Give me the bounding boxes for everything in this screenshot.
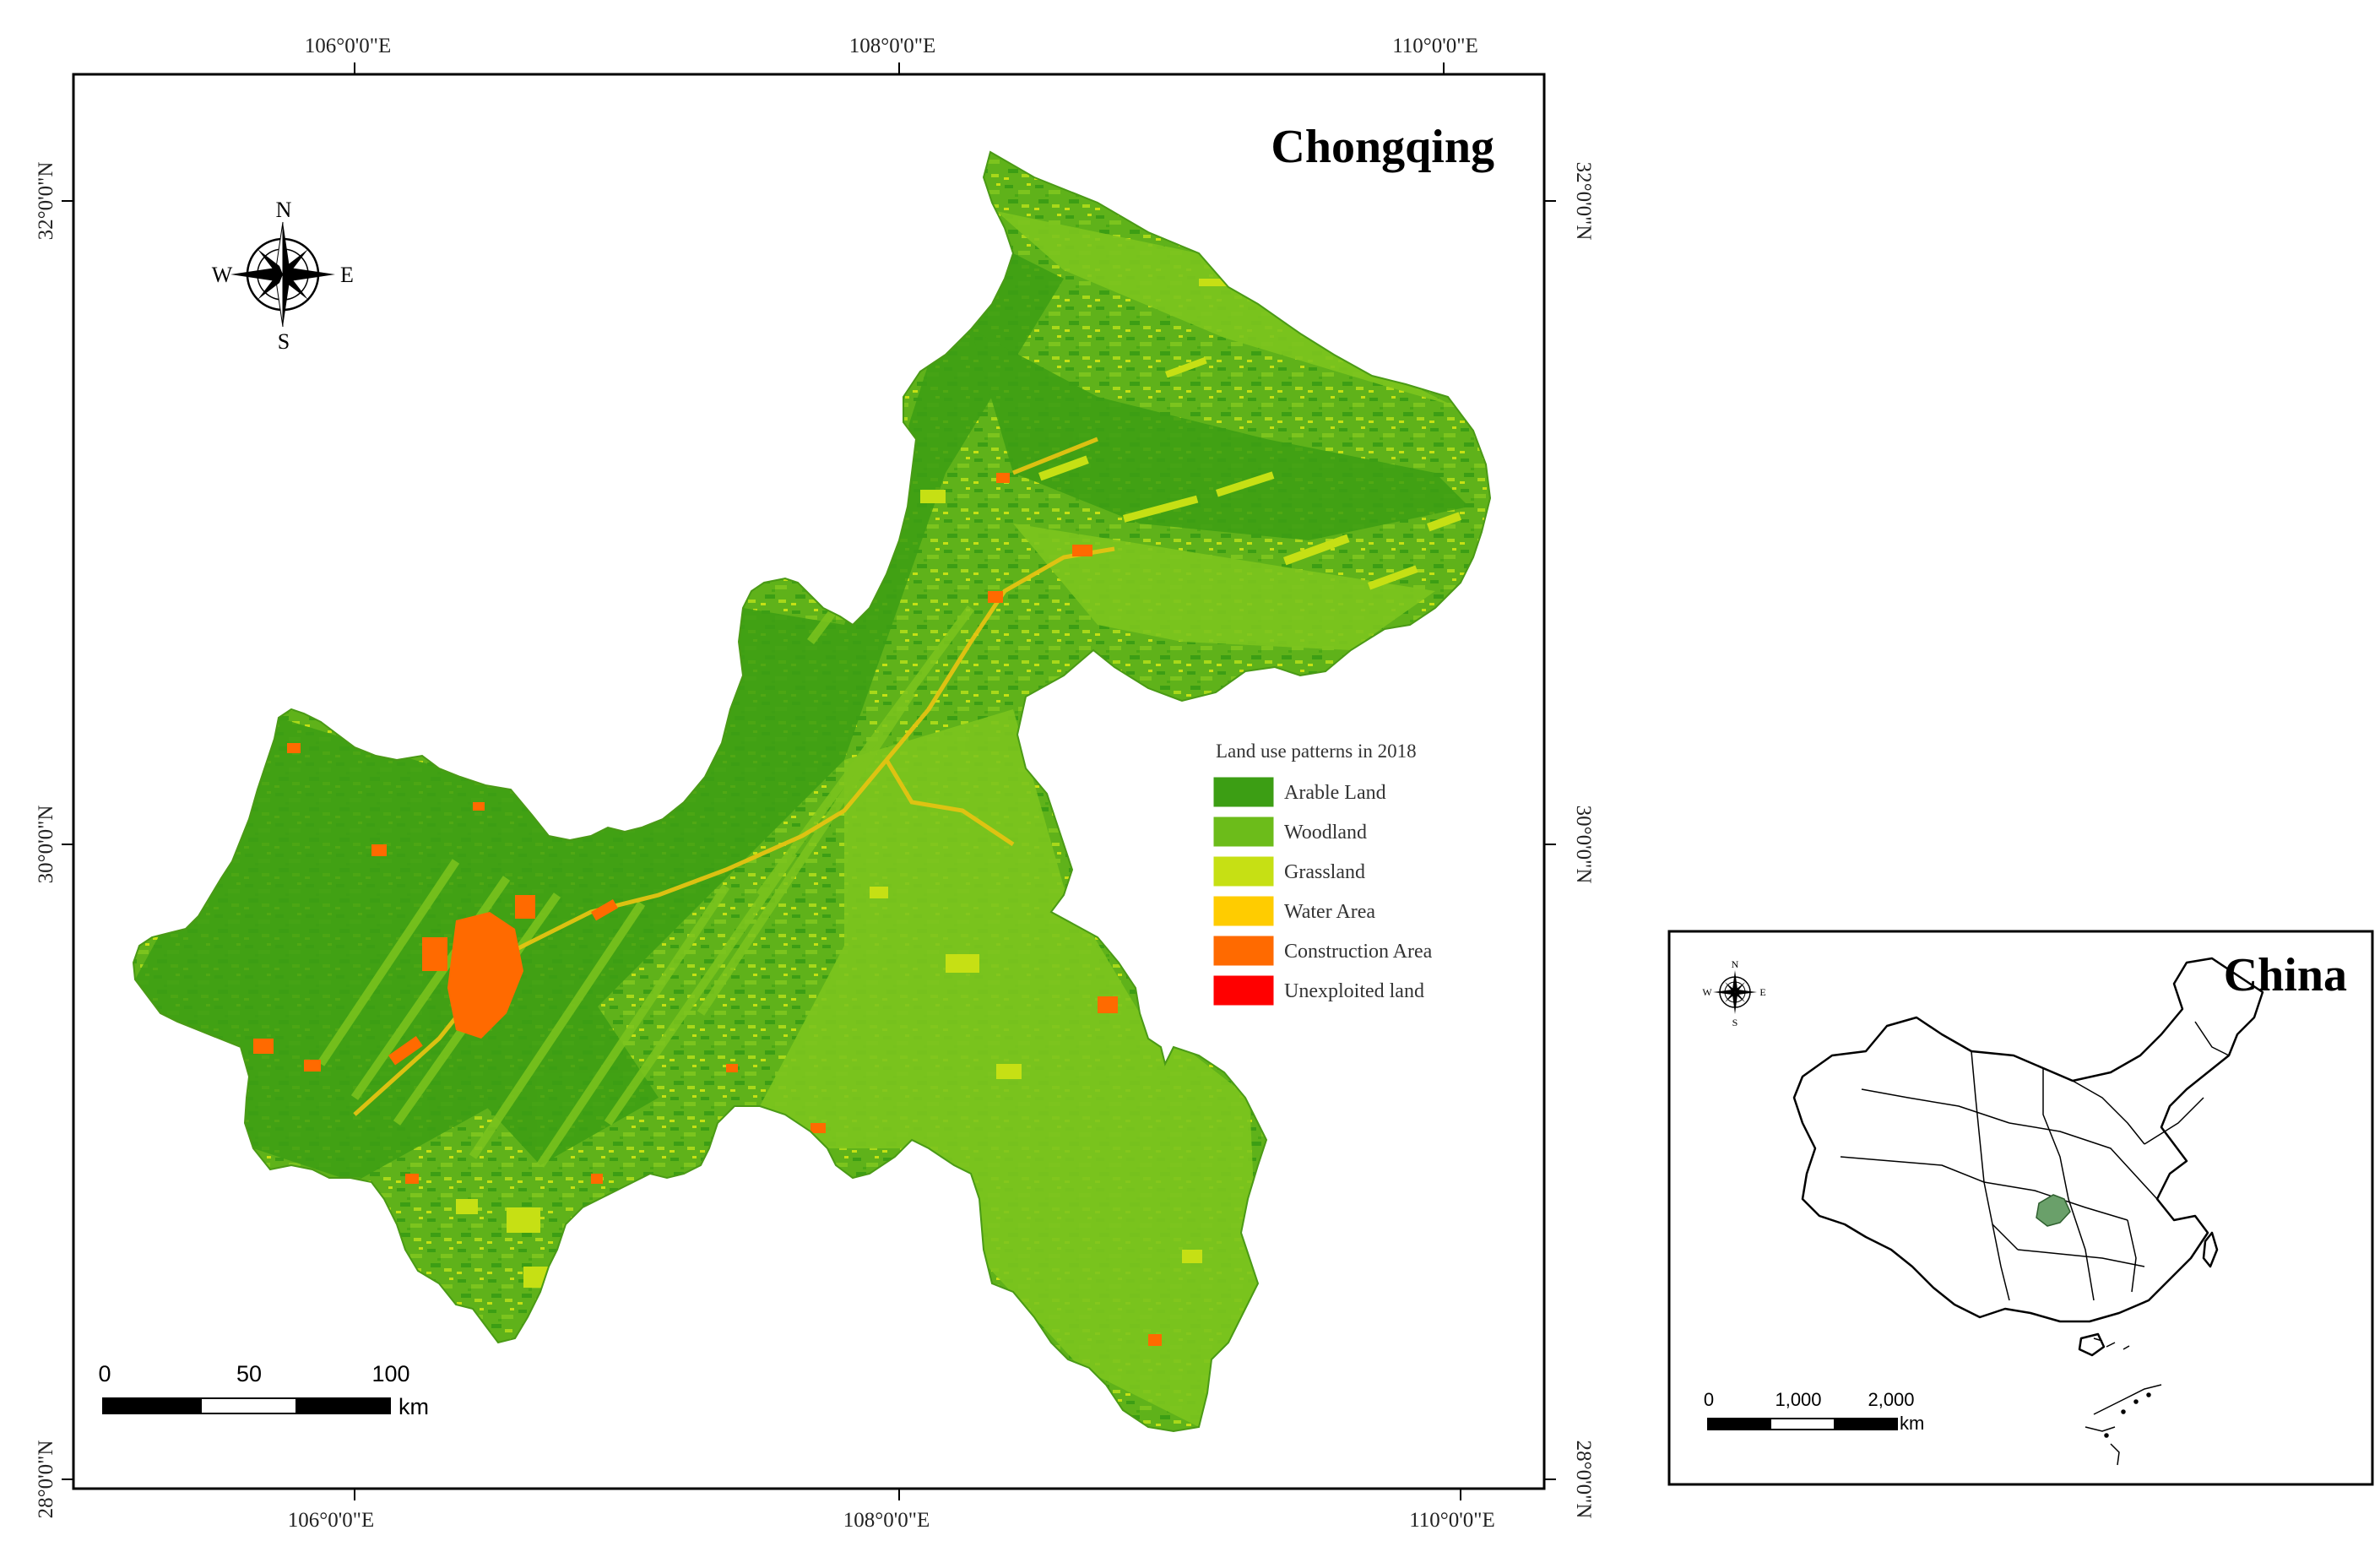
inset-scale-tick-2000: 2,000: [1868, 1389, 1914, 1410]
chongqing-highlight: [2036, 1194, 2071, 1227]
legend-swatch: [1212, 855, 1275, 887]
inset-map-title: China: [2224, 949, 2347, 1001]
legend-swatch: [1212, 776, 1275, 808]
scale-tick-50: 50: [236, 1361, 262, 1386]
lat-label-left-28: 28°0'0"N: [35, 1440, 57, 1519]
lon-label-bottom-106: 106°0'0"E: [288, 1509, 374, 1532]
inset-north-arrow-compass: N S E W: [1702, 958, 1765, 1028]
lon-label-top-110: 110°0'0"E: [1392, 35, 1478, 57]
compass-east-label: E: [340, 263, 354, 287]
legend-label: Woodland: [1284, 822, 1367, 844]
scale-unit: km: [398, 1394, 429, 1419]
lon-label-bottom-110: 110°0'0"E: [1409, 1509, 1495, 1532]
legend-swatch: [1212, 935, 1275, 967]
lon-label-top-106: 106°0'0"E: [305, 35, 391, 57]
lon-label-bottom-108: 108°0'0"E: [843, 1509, 930, 1532]
inset-compass-north-label: N: [1732, 958, 1739, 970]
lat-label-right-32: 32°0'0"N: [1572, 162, 1595, 241]
lon-label-top-108: 108°0'0"E: [849, 35, 935, 57]
inset-scale-unit: km: [1900, 1413, 1924, 1434]
inset-compass-west-label: W: [1702, 986, 1712, 998]
legend-title: Land use patterns in 2018: [1216, 741, 1417, 762]
graticule-ticks: [62, 62, 1556, 1500]
legend-label: Unexploited land: [1284, 980, 1424, 1002]
lat-label-left-32: 32°0'0"N: [35, 162, 57, 241]
legend-label: Arable Land: [1284, 782, 1386, 804]
main-scale-bar: 0 50 100 km: [98, 1361, 429, 1419]
legend-label: Construction Area: [1284, 941, 1433, 963]
north-arrow-compass: N S E W: [212, 198, 354, 354]
lat-label-left-30: 30°0'0"N: [35, 806, 57, 884]
lat-label-right-30: 30°0'0"N: [1572, 806, 1595, 884]
legend-swatch: [1212, 974, 1275, 1006]
legend-swatch: [1212, 895, 1275, 927]
china-outline: [1792, 957, 2264, 1357]
legend-swatch: [1212, 816, 1275, 848]
inset-scale-tick-0: 0: [1704, 1389, 1714, 1410]
inset-map-frame: [1667, 930, 2374, 1486]
inset-compass-east-label: E: [1759, 986, 1765, 998]
main-map-title: Chongqing: [1271, 121, 1494, 173]
south-china-sea-islands: [2085, 1337, 2162, 1466]
legend-label: Grassland: [1284, 861, 1365, 883]
compass-north-label: N: [276, 198, 292, 222]
scale-tick-100: 100: [371, 1361, 409, 1386]
legend-label: Water Area: [1284, 901, 1375, 923]
compass-west-label: W: [212, 263, 233, 287]
land-use-legend: Land use patterns in 2018 Arable Land Woo…: [1212, 741, 1433, 1006]
compass-south-label: S: [278, 329, 290, 354]
lat-label-right-28: 28°0'0"N: [1572, 1440, 1595, 1519]
inset-scale-bar: 0 1,000 2,000 km: [1704, 1389, 1924, 1434]
scale-tick-0: 0: [98, 1361, 111, 1386]
chongqing-land-use-region: [133, 151, 1491, 1432]
china-inset-map: China N S E W: [1667, 930, 2374, 1486]
inset-compass-south-label: S: [1732, 1017, 1738, 1028]
inset-scale-tick-1000: 1,000: [1775, 1389, 1821, 1410]
